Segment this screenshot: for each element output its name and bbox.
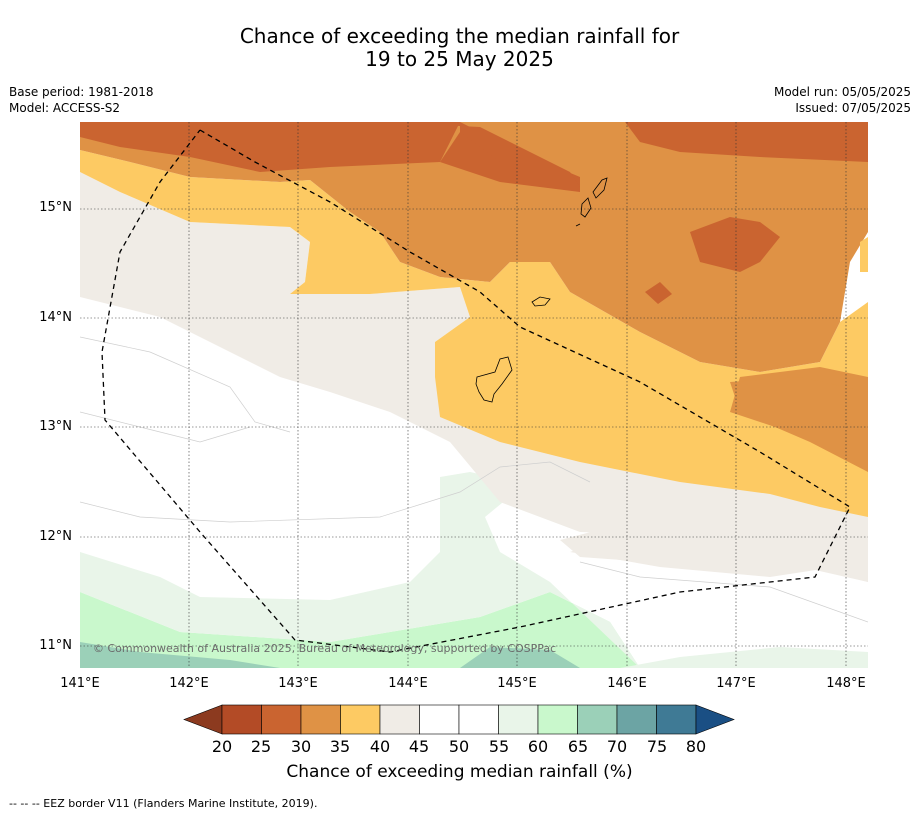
colorbar-tick-label: 55: [488, 737, 510, 756]
colorbar-segment: [261, 704, 302, 735]
colorbar-segment: [419, 704, 460, 735]
colorbar-segment: [379, 704, 420, 735]
zone-35-40-edge: [860, 237, 868, 272]
contour-line: [80, 461, 591, 523]
colorbar-tick-label: 80: [685, 737, 707, 756]
lon-label: 141°E: [60, 676, 100, 691]
zone-30-35: [80, 122, 868, 372]
colorbar-segment: [656, 704, 697, 735]
lon-label: 146°E: [607, 676, 647, 691]
guam-island: [475, 356, 513, 403]
colorbar-segment: [458, 704, 499, 735]
zone-55-60-east: [620, 647, 868, 668]
colorbar-segment: [498, 704, 539, 735]
colorbar-segment: [221, 704, 262, 735]
zone-25-30-patch: [690, 217, 780, 272]
zone-25-30-small: [645, 282, 672, 304]
lon-label: 148°E: [826, 676, 866, 691]
issued-date-text: Issued: 07/05/2025: [795, 101, 911, 115]
colorbar-tick-label: 60: [527, 737, 549, 756]
zone-65-70-center: [460, 647, 580, 668]
lon-label: 147°E: [716, 676, 756, 691]
colorbar-tick-label: 40: [369, 737, 391, 756]
colorbar-segment: [537, 704, 578, 735]
colorbar-tick-label: 45: [408, 737, 430, 756]
saipan-island: [592, 177, 608, 199]
model-run-text: Model run: 05/05/2025: [773, 85, 911, 99]
base-period-text: Base period: 1981-2018: [9, 85, 154, 99]
model-name-text: Model: ACCESS-S2: [9, 101, 121, 115]
chart-title-line1: Chance of exceeding the median rainfall …: [239, 24, 680, 48]
lon-label: 142°E: [169, 676, 209, 691]
colorbar-tick-label: 30: [290, 737, 312, 756]
zone-65-70-west: [80, 642, 280, 668]
contour-line: [80, 411, 251, 443]
colorbar-extend-high: [695, 704, 735, 735]
colorbar-extend-low: [183, 704, 223, 735]
zone-25-30-nw: [80, 122, 460, 172]
colorbar-tick-label: 75: [646, 737, 668, 756]
colorbar-title: Chance of exceeding median rainfall (%): [286, 762, 633, 782]
contour-line: [80, 336, 291, 433]
zone-25-30-north: [80, 122, 580, 192]
colorbar-tick-label: 50: [448, 737, 470, 756]
rota-island: [531, 296, 551, 307]
zone-30-35-se: [730, 377, 868, 472]
lon-label: 143°E: [278, 676, 318, 691]
colorbar-segment: [340, 704, 381, 735]
colorbar-segment: [616, 704, 657, 735]
lat-label: 13°N: [39, 419, 72, 434]
lon-label: 144°E: [388, 676, 428, 691]
lat-label: 14°N: [39, 310, 72, 325]
colorbar-tick-label: 25: [250, 737, 272, 756]
colorbar-segment: [577, 704, 618, 735]
lat-label: 11°N: [39, 638, 72, 653]
colorbar: [183, 704, 735, 735]
zone-55-60: [80, 472, 640, 668]
aguijan-island: [575, 223, 581, 227]
colorbar-tick-label: 20: [211, 737, 233, 756]
eez-border: [101, 129, 851, 653]
lat-label: 12°N: [39, 529, 72, 544]
zone-40-45-south: [560, 502, 868, 582]
colorbar-tick-label: 70: [606, 737, 628, 756]
gridlines: [80, 122, 868, 668]
contour-line: [579, 561, 868, 623]
chart-title-line2: 19 to 25 May 2025: [365, 47, 554, 71]
map-canvas: [80, 122, 868, 668]
colorbar-segment: [300, 704, 341, 735]
zone-35-40: [80, 150, 868, 517]
colorbar-tick-label: 35: [329, 737, 351, 756]
zone-25-30-mid: [380, 122, 580, 187]
tinian-island: [580, 197, 592, 218]
lat-label: 15°N: [39, 200, 72, 215]
lon-label: 145°E: [497, 676, 537, 691]
copyright-text: © Commonwealth of Australia 2025, Bureau…: [93, 642, 557, 655]
colorbar-tick-label: 65: [567, 737, 589, 756]
rainfall-map: [80, 122, 868, 668]
eez-footnote: -- -- -- EEZ border V11 (Flanders Marine…: [9, 797, 318, 810]
zone-25-30-ne: [460, 122, 868, 162]
